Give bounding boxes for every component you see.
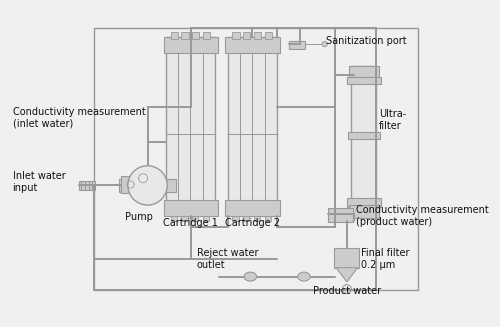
Bar (192, 32, 200, 39)
Bar (243, 32, 250, 39)
Bar (228, 37, 277, 214)
Bar (94, 28, 418, 290)
Bar (348, 66, 379, 77)
Text: Reject water
outlet: Reject water outlet (196, 248, 258, 269)
Bar (182, 32, 188, 39)
Bar (232, 216, 238, 221)
Text: Cartridge 2: Cartridge 2 (224, 218, 280, 229)
Bar (119, 179, 130, 192)
Bar (171, 216, 177, 221)
Text: Pump: Pump (124, 212, 152, 222)
Bar (334, 248, 359, 268)
Bar (347, 198, 381, 207)
Bar (164, 200, 218, 216)
Bar (243, 216, 250, 221)
Text: Inlet water
input: Inlet water input (12, 171, 66, 193)
Bar (203, 216, 209, 221)
Bar (192, 216, 198, 221)
Text: Sanitization port: Sanitization port (326, 36, 407, 45)
Bar (352, 66, 376, 205)
Bar (348, 205, 379, 217)
Polygon shape (336, 268, 357, 282)
Text: Conductivity measurement
(inlet water): Conductivity measurement (inlet water) (12, 107, 145, 128)
Bar (164, 37, 218, 53)
Text: Final filter
0.2 μm: Final filter 0.2 μm (361, 248, 410, 269)
Bar (348, 132, 380, 139)
Bar (226, 37, 280, 53)
Ellipse shape (244, 272, 256, 281)
Bar (171, 32, 178, 39)
Bar (203, 32, 210, 39)
Bar (347, 77, 381, 84)
Bar (254, 32, 261, 39)
Bar (78, 181, 95, 190)
Bar (254, 216, 260, 221)
Bar (166, 37, 216, 214)
Bar (182, 216, 188, 221)
Bar (264, 216, 271, 221)
Circle shape (128, 166, 167, 205)
Text: Ultra-
filter: Ultra- filter (379, 109, 406, 131)
Bar (232, 32, 239, 39)
Bar (264, 32, 272, 39)
Bar (166, 179, 176, 192)
Text: Cartridge 1: Cartridge 1 (163, 218, 218, 229)
Circle shape (322, 42, 327, 47)
Text: Conductivity measurement
(product water): Conductivity measurement (product water) (356, 205, 488, 227)
Text: Product water: Product water (313, 285, 381, 296)
Ellipse shape (298, 272, 310, 281)
Bar (328, 208, 353, 222)
Bar (226, 200, 280, 216)
Bar (289, 41, 305, 49)
Bar (120, 177, 141, 193)
